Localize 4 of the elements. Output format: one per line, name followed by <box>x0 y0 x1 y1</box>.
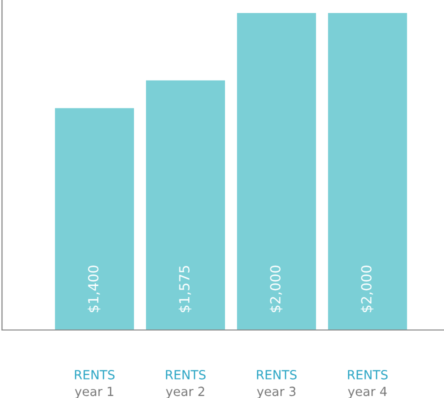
data-label: $2,000 <box>360 266 374 312</box>
data-label: $1,400 <box>88 266 100 312</box>
data-label: $1,575 <box>178 266 192 312</box>
data-label: $2,000 <box>270 266 282 312</box>
